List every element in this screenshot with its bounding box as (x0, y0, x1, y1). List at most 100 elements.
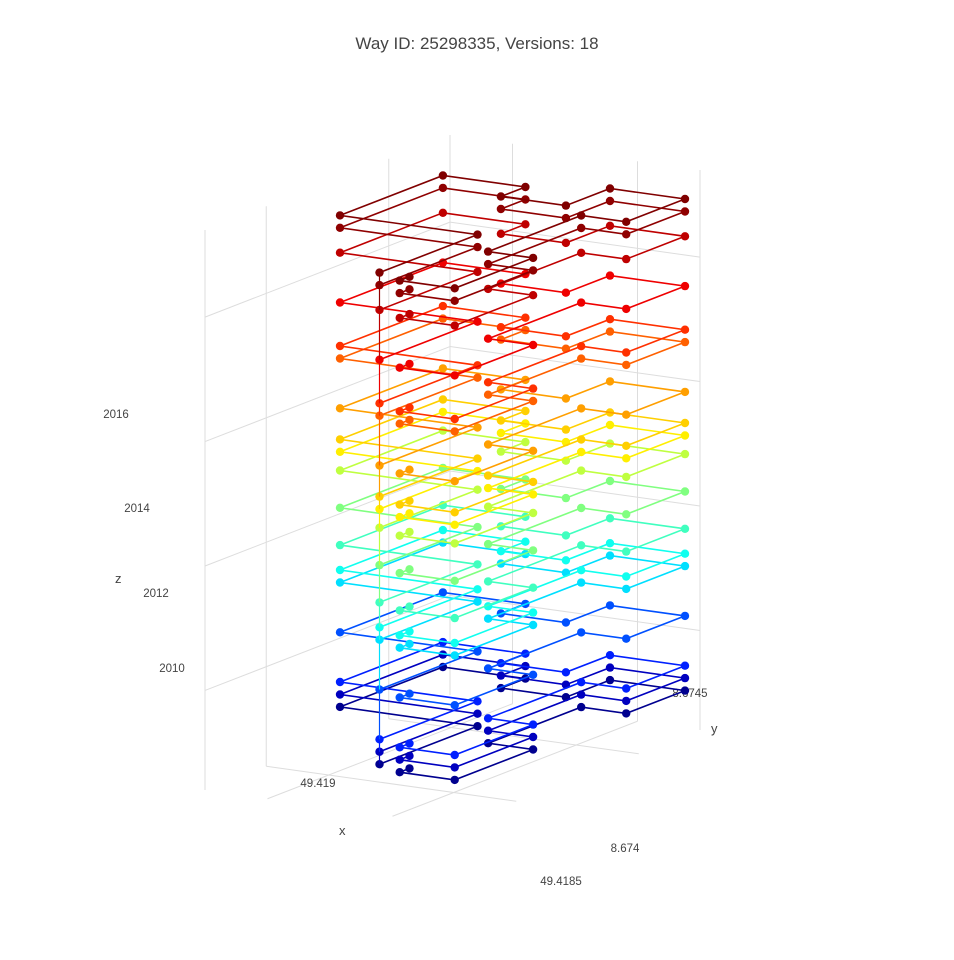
trace-point (605, 221, 615, 230)
trace-point (473, 522, 482, 532)
trace-point (438, 426, 448, 435)
trace-point (680, 337, 690, 347)
trace-version-3[interactable] (335, 637, 690, 760)
trace-point (395, 407, 404, 416)
trace-point (375, 760, 384, 769)
trace-version-8[interactable] (335, 463, 690, 603)
trace-line (336, 504, 689, 619)
trace-point (622, 510, 631, 519)
trace-line (336, 529, 689, 644)
trace-point (405, 739, 414, 748)
trace-point (473, 647, 482, 656)
trace-point (438, 395, 448, 404)
trace-point (528, 266, 538, 275)
trace-line (336, 653, 689, 769)
trace-version-17[interactable] (335, 183, 690, 310)
trace-point (405, 496, 414, 505)
trace-point (473, 242, 482, 252)
trace-point (561, 668, 571, 677)
trace-version-11[interactable] (335, 395, 690, 517)
trace-point (395, 743, 404, 752)
z-axis-title: z (115, 571, 122, 586)
trace-version-10[interactable] (335, 407, 690, 529)
trace-point (405, 565, 414, 574)
trace-point (577, 566, 586, 575)
trace-point (483, 539, 493, 549)
trace-point (528, 291, 538, 300)
trace-point (605, 651, 615, 660)
trace-point (335, 540, 345, 550)
trace-point (450, 520, 459, 529)
trace-point (622, 217, 631, 226)
trace-point (450, 613, 459, 623)
trace-point (450, 371, 459, 380)
trace-point (450, 576, 459, 585)
trace-point (577, 541, 586, 550)
trace-point (680, 232, 690, 241)
trace-point (375, 268, 384, 277)
trace-line (336, 317, 689, 433)
trace-point (438, 407, 448, 417)
trace-version-12[interactable] (335, 364, 690, 497)
trace-point (622, 584, 631, 594)
trace-point (680, 524, 690, 533)
trace-point (450, 763, 459, 772)
trace-point (395, 568, 404, 578)
trace-point (622, 304, 631, 314)
trace-point (405, 309, 414, 319)
trace-point (521, 220, 530, 229)
trace-point (680, 661, 690, 670)
trace-version-14[interactable] (335, 301, 690, 424)
trace-version-9[interactable] (335, 426, 690, 566)
trace-version-2[interactable] (335, 650, 690, 772)
trace-point (496, 416, 506, 425)
trace-line (336, 411, 689, 526)
trace-point (561, 238, 571, 248)
trace-point (395, 363, 404, 372)
trace-point (577, 404, 586, 413)
trace-version-5[interactable] (335, 538, 690, 690)
trace-point (528, 745, 538, 754)
trace-point (483, 614, 493, 623)
trace-point (335, 341, 345, 351)
trace-point (605, 514, 615, 523)
trace-version-16[interactable] (335, 208, 690, 360)
trace-point (450, 651, 459, 660)
trace-point (473, 454, 482, 463)
trace-point (405, 359, 414, 369)
trace-point (528, 670, 538, 679)
trace-point (483, 334, 493, 343)
trace-point (483, 714, 493, 723)
trace-point (577, 503, 586, 513)
trace-version-18[interactable] (335, 171, 690, 293)
trace-point (335, 578, 345, 587)
trace-point (405, 527, 414, 537)
trace-version-6[interactable] (335, 525, 690, 648)
x-tick-label: 49.419 (300, 778, 335, 790)
trace-point (473, 709, 482, 718)
trace-point (605, 184, 615, 193)
trace-point (395, 419, 404, 428)
trace-point (483, 259, 493, 269)
trace-point (680, 561, 690, 571)
trace-point (405, 509, 414, 518)
trace-point (496, 547, 506, 556)
trace-point (496, 192, 506, 201)
trace-point (450, 477, 459, 486)
trace-point (622, 441, 631, 450)
trace-version-4[interactable] (335, 588, 690, 740)
x-axis-title: x (339, 823, 346, 838)
trace-point (395, 276, 404, 285)
trace-point (605, 675, 615, 685)
trace-point (395, 768, 404, 777)
trace-line (336, 305, 689, 420)
trace-point (450, 427, 459, 436)
trace-point (680, 449, 690, 459)
trace-line (336, 541, 689, 657)
trace-point (405, 272, 414, 281)
trace-point (528, 546, 538, 555)
trace-point (395, 288, 404, 298)
version-traces (335, 171, 690, 785)
trace-point (450, 750, 459, 760)
